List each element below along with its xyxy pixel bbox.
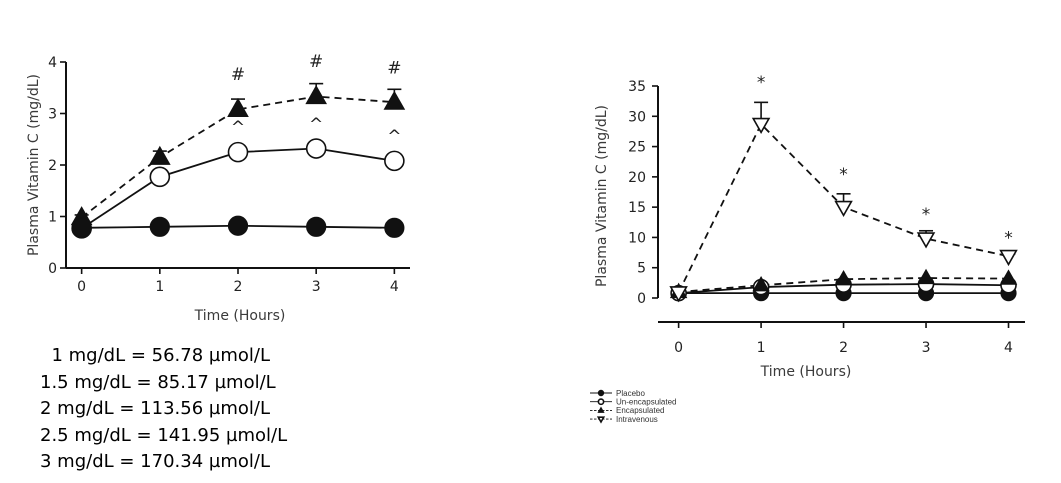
x-tick-label: 4	[1004, 340, 1013, 356]
x-tick-label: 0	[77, 279, 86, 295]
data-point	[305, 138, 327, 159]
legend-label: Intravenous	[616, 415, 658, 424]
y-tick-label: 1	[48, 210, 57, 226]
data-point	[149, 216, 170, 237]
x-axis-label: Time (Hours)	[194, 308, 286, 324]
y-tick-label: 0	[637, 291, 646, 307]
legend-marker	[597, 398, 605, 406]
conversion-line: 3 mg/dL = 170.34 µmol/L	[40, 451, 270, 472]
y-tick-label: 25	[628, 140, 646, 156]
significance-marker: ^	[387, 127, 401, 147]
x-axis-label: Time (Hours)	[760, 364, 852, 380]
significance-marker: #	[309, 52, 323, 72]
x-tick-label: 1	[155, 279, 164, 295]
data-point	[384, 150, 405, 172]
data-point	[227, 141, 249, 163]
significance-marker: #	[231, 65, 245, 85]
data-point	[227, 97, 249, 118]
data-point	[752, 276, 770, 292]
x-tick-label: 4	[390, 279, 399, 295]
legend-label: Un-encapsulated	[616, 398, 676, 407]
data-point	[384, 217, 405, 238]
conversion-line: 2 mg/dL = 113.56 µmol/L	[40, 398, 270, 419]
data-point	[751, 117, 771, 135]
chart-left: 0 1 2 3 4 0 1 2 3 4 Time (Hours) Plasma Vitamin C (…	[26, 52, 410, 324]
y-tick-label: 35	[628, 79, 646, 95]
data-point	[669, 286, 688, 303]
y-tick-label: 3	[48, 107, 57, 123]
legend-label: Placebo	[616, 389, 645, 398]
x-tick-label: 2	[234, 279, 243, 295]
y-tick-label: 30	[628, 109, 646, 125]
y-tick-label: 4	[48, 55, 57, 71]
data-point	[999, 249, 1018, 267]
significance-marker: *	[922, 205, 931, 225]
chart-right: 0 5 10 15 20 25 30 35 0 1 2 3 4 Time (Hours) Plasma Vi…	[590, 73, 1025, 424]
y-tick-label: 10	[628, 230, 646, 246]
data-point	[834, 269, 853, 286]
y-tick-label: 20	[628, 170, 646, 186]
conversion-line: 2.5 mg/dL = 141.95 µmol/L	[40, 424, 288, 446]
legend-marker	[597, 389, 605, 397]
x-tick-label: 1	[757, 340, 766, 356]
conversion-line: 1.5 mg/dL = 85.17 µmol/L	[40, 371, 276, 393]
x-tick-label: 2	[839, 340, 848, 356]
x-tick-label: 3	[312, 279, 321, 295]
x-tick-label: 3	[922, 340, 931, 356]
data-point	[148, 145, 171, 165]
significance-marker: *	[839, 165, 848, 185]
y-tick-label: 15	[628, 200, 646, 216]
data-point	[834, 200, 853, 218]
significance-marker: *	[1004, 228, 1013, 248]
data-point	[305, 85, 328, 105]
unit-conversions: 1 mg/dL = 56.78 µmol/L 1.5 mg/dL = 85.17…	[40, 343, 287, 476]
data-point	[999, 269, 1018, 285]
series-line	[81, 95, 395, 219]
legend-marker	[597, 406, 605, 413]
significance-marker: #	[387, 58, 401, 78]
legend-label: Encapsulated	[616, 406, 664, 415]
y-tick-label: 2	[48, 158, 57, 174]
y-tick-label: 5	[637, 261, 646, 277]
data-point	[917, 268, 935, 285]
y-axis-label: Plasma Vitamin C (mg/dL)	[26, 74, 42, 256]
significance-marker: ^	[309, 115, 323, 135]
conversion-line: 1 mg/dL = 56.78 µmol/L	[40, 345, 270, 366]
data-point	[149, 166, 171, 188]
significance-marker: *	[757, 73, 766, 93]
y-axis-label: Plasma Vitamin C (mg/dL)	[594, 105, 610, 287]
significance-marker: ^	[231, 118, 245, 138]
y-tick-label: 0	[48, 261, 57, 277]
data-point	[306, 216, 327, 237]
legend-marker	[596, 416, 606, 424]
data-point	[916, 232, 936, 249]
x-tick-label: 0	[674, 340, 683, 356]
data-point	[383, 90, 406, 110]
data-point	[71, 217, 92, 238]
data-point	[227, 215, 249, 236]
